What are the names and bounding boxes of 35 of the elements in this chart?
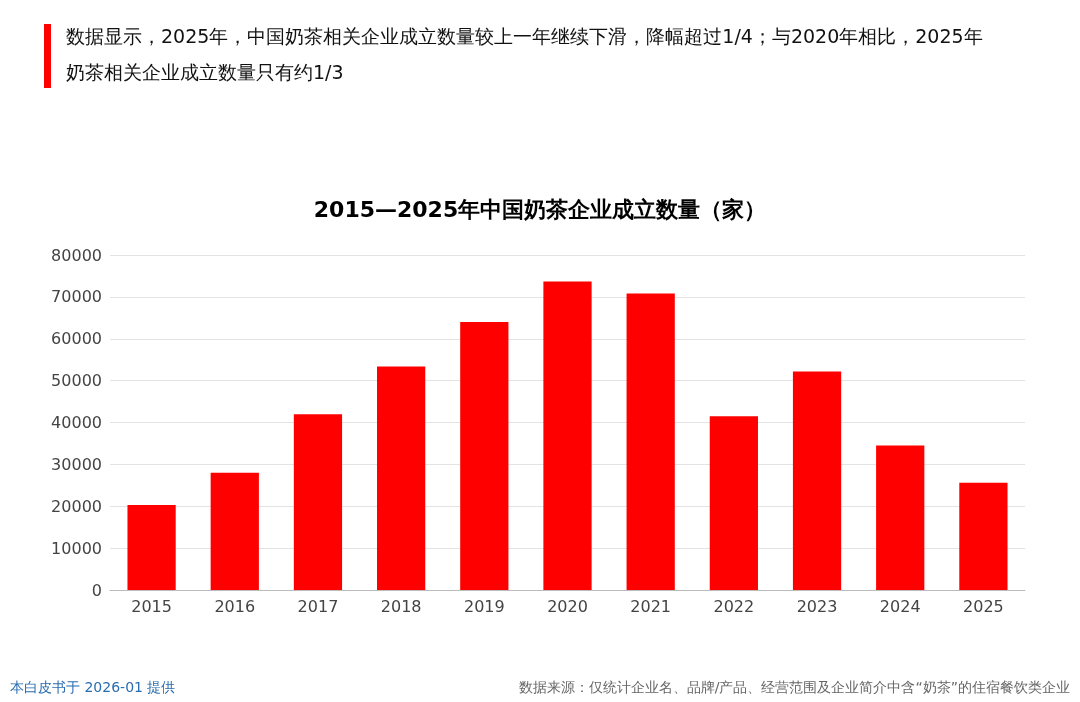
x-tick-label: 2015	[131, 596, 172, 616]
y-tick-label: 60000	[51, 329, 102, 349]
x-tick-label: 2025	[963, 596, 1004, 616]
bar	[792, 371, 842, 590]
x-tick-label: 2021	[630, 596, 672, 616]
chart-subtitle: 数据显示，2025年，中国奶茶相关企业成立数量较上一年继续下滑，降幅超过1/4；与2020年相比，2025年奶茶相关企业成立数量只有约1/3	[66, 24, 984, 85]
y-tick-label: 40000	[51, 413, 102, 432]
bar	[709, 416, 758, 590]
y-tick-label: 0	[91, 580, 102, 600]
chart-title: 2015—2025年中国奶茶企业成立数量（家）	[313, 196, 767, 222]
bar	[626, 293, 675, 590]
y-tick-label: 10000	[51, 538, 102, 558]
y-tick-label: 70000	[51, 287, 102, 307]
y-tick-label: 80000	[51, 245, 102, 265]
bar	[543, 281, 592, 590]
x-tick-label: 2024	[879, 596, 921, 616]
x-tick-label: 2019	[463, 596, 505, 616]
text: 本白皮书于 2026-01 提供	[10, 679, 176, 697]
bar	[876, 445, 925, 590]
x-tick-label: 2023	[796, 596, 838, 616]
y-tick-label: 30000	[51, 454, 102, 474]
y-tick-label: 50000	[51, 371, 102, 391]
bar	[460, 322, 509, 590]
source-note: 数据来源：仅统计企业名、品牌/产品、经营范围及企业简介中含“奶茶”的住宿餐饮类企业	[518, 679, 1070, 697]
x-tick-label: 2018	[380, 596, 422, 616]
bar	[210, 472, 259, 590]
x-tick-label: 2017	[297, 596, 339, 616]
bar	[127, 504, 176, 590]
bar	[293, 414, 343, 590]
x-tick-label: 2020	[547, 596, 588, 616]
x-tick-label: 2016	[214, 596, 256, 616]
y-tick-label: 20000	[51, 496, 102, 516]
x-tick-label: 2022	[713, 596, 755, 616]
bar	[959, 482, 1008, 590]
bar	[377, 366, 426, 590]
